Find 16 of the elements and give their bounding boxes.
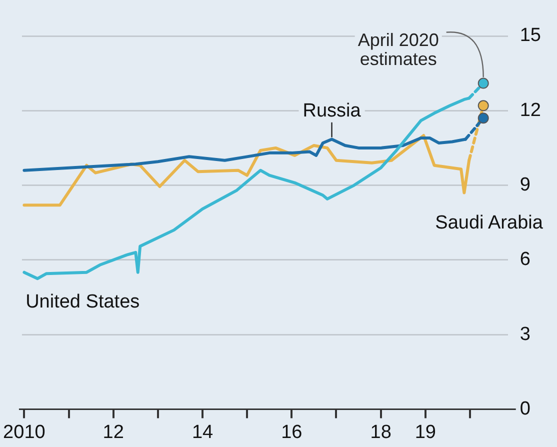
- y-tick-label: 3: [520, 324, 530, 345]
- x-tick-label: 14: [192, 422, 214, 443]
- series-label: United States: [26, 292, 140, 313]
- y-tick-label: 9: [520, 174, 530, 196]
- y-tick-label: 6: [520, 249, 530, 270]
- annotation: April 2020 estimates: [358, 30, 439, 70]
- y-tick-label: 12: [520, 100, 542, 121]
- y-tick-label: 15: [520, 25, 542, 46]
- x-tick-label: 16: [281, 422, 302, 443]
- x-tick-label: 2010: [3, 422, 46, 443]
- y-tick-label: 0: [520, 398, 530, 420]
- series-label: Saudi Arabia: [435, 212, 544, 234]
- x-tick-label: 12: [102, 422, 124, 443]
- series-label: Russia: [302, 100, 362, 122]
- x-tick-label: 19: [414, 422, 436, 443]
- x-tick-label: 18: [370, 422, 392, 443]
